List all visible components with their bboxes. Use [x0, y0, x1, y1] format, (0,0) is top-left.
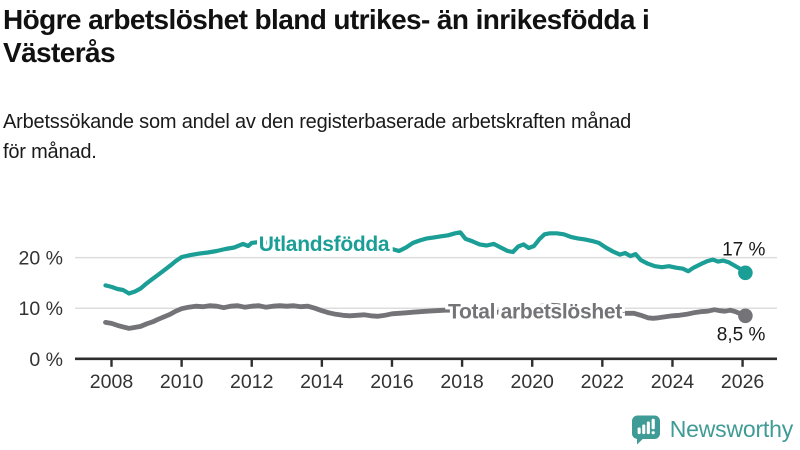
x-tick-label-2022: 2022	[581, 371, 624, 393]
y-tick-label-10: 10 %	[19, 298, 63, 320]
x-tick-label-2018: 2018	[440, 371, 483, 393]
series-label-1: Total arbetslöshet	[448, 301, 622, 324]
x-tick-label-2024: 2024	[651, 371, 695, 393]
subtitle-line-1: Arbetssökande som andel av den registerb…	[3, 110, 632, 133]
newsworthy-wordmark: Newsworthy	[669, 415, 793, 442]
x-tick-label-2026: 2026	[721, 371, 764, 393]
x-tick-label-2008: 2008	[90, 371, 133, 393]
newsworthy-logo[interactable]: Newsworthy	[630, 413, 793, 445]
series-end-label-0: 17 %	[722, 239, 765, 260]
page-title: Högre arbetslöshet bland utrikes- än inr…	[0, 0, 800, 70]
y-tick-label-0: 0 %	[29, 349, 63, 371]
y-tick-label-20: 20 %	[19, 248, 63, 270]
series-end-dot-1	[738, 308, 753, 324]
series-label-0: Utlandsfödda	[259, 233, 390, 256]
title-line-2: Västerås	[3, 36, 116, 68]
series-end-label-1: 8,5 %	[717, 324, 766, 345]
series-line-0	[103, 230, 748, 296]
x-tick-label-2016: 2016	[370, 371, 413, 393]
subtitle-line-2: för månad.	[3, 140, 97, 163]
x-tick-label-2020: 2020	[511, 371, 555, 393]
chart-subtitle: Arbetssökande som andel av den registerb…	[0, 107, 800, 168]
x-tick-label-2010: 2010	[160, 371, 204, 393]
speech-bubble-chart-glyph	[631, 415, 660, 445]
x-tick-label-2014: 2014	[300, 371, 344, 393]
title-line-1: Högre arbetslöshet bland utrikes- än inr…	[3, 4, 650, 35]
series-end-dot-0	[738, 265, 753, 281]
newsworthy-logo-icon	[631, 415, 660, 445]
x-tick-label-2012: 2012	[230, 371, 273, 393]
series-line-1	[103, 302, 748, 331]
